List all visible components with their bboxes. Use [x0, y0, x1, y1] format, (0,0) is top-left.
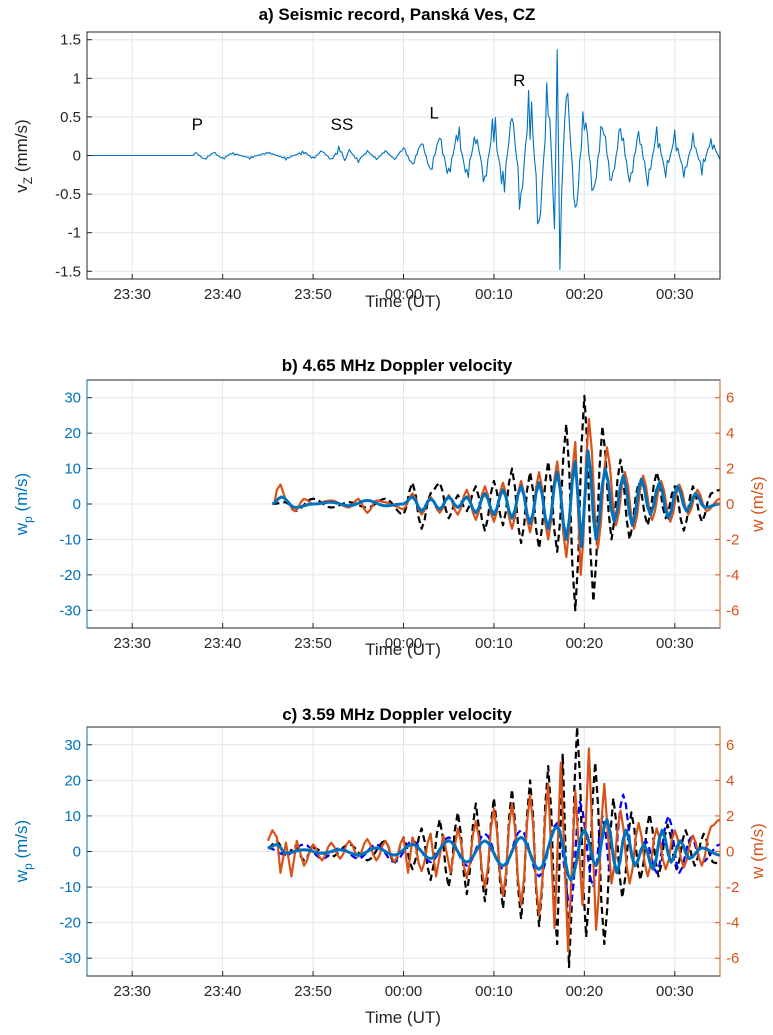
x-tick-label: 23:30	[113, 286, 151, 303]
panel-b-grid	[87, 380, 720, 628]
y-tick-label-right: 0	[726, 844, 734, 861]
x-tick-label: 23:50	[294, 286, 332, 303]
y-tick-label-left: -30	[59, 602, 81, 619]
phase-annotation: SS	[331, 115, 354, 134]
x-tick-label: 00:30	[656, 635, 694, 652]
y-tick-label-left: 30	[64, 390, 81, 407]
y-tick-label-left: -1	[68, 225, 81, 242]
y-tick-label-left: 20	[64, 772, 81, 789]
series-line-model	[267, 727, 720, 969]
panel-b-xlabel: Time (UT)	[365, 640, 441, 659]
y-tick-label-right: 0	[726, 496, 734, 513]
panel-b-doppler-4-65: b) 4.65 MHz Doppler velocity 23:30 23:40 2…	[12, 356, 767, 659]
y-tick-label-left: 10	[64, 808, 81, 825]
x-tick-label: 00:10	[475, 635, 513, 652]
y-tick-label-left: -10	[59, 879, 81, 896]
panel-b-title: b) 4.65 MHz Doppler velocity	[282, 356, 513, 375]
y-tick-label-right: -4	[726, 567, 739, 584]
x-tick-label: 00:10	[475, 983, 513, 1000]
x-tick-label: 00:30	[656, 983, 694, 1000]
panel-c-title: c) 3.59 MHz Doppler velocity	[282, 705, 512, 724]
y-tick-label-left: -0.5	[55, 186, 81, 203]
y-tick-label-left: -10	[59, 531, 81, 548]
x-tick-label: 00:00	[385, 983, 423, 1000]
x-tick-label: 00:00	[385, 286, 423, 303]
x-tick-label: 23:30	[113, 635, 151, 652]
series-line-wp	[271, 449, 720, 548]
x-tick-label: 00:20	[566, 635, 604, 652]
y-tick-label-left: 1.5	[60, 32, 81, 49]
x-tick-label: 00:20	[566, 286, 604, 303]
panel-b-ylabel-left: wp (m/s)	[12, 473, 35, 536]
y-tick-label-right: -6	[726, 602, 739, 619]
y-tick-label-right: -6	[726, 950, 739, 967]
y-tick-label-right: -4	[726, 915, 739, 932]
panel-b-series	[271, 394, 720, 612]
y-tick-label-left: 1	[73, 70, 81, 87]
panel-c-doppler-3-59: c) 3.59 MHz Doppler velocity 23:30 23:40 2…	[12, 705, 767, 1027]
y-tick-label-right: 4	[726, 772, 734, 789]
x-tick-label: 23:40	[204, 635, 242, 652]
y-tick-label-left: 30	[64, 737, 81, 754]
y-tick-label-left: 0.5	[60, 109, 81, 126]
panel-a-series	[87, 49, 720, 271]
y-tick-label-left: -30	[59, 950, 81, 967]
y-tick-label-right: 6	[726, 390, 734, 407]
panel-b-ticks: 23:30 23:40 23:50 00:00 00:10 00:20 00:30 -30 -2…	[59, 380, 739, 652]
y-tick-label-right: 4	[726, 425, 734, 442]
series-line-model	[272, 394, 720, 612]
panel-c-series	[266, 727, 720, 969]
y-tick-label-right: -2	[726, 531, 739, 548]
phase-annotation: L	[430, 103, 439, 122]
panel-b-ylabel-right: w (m/s)	[748, 476, 767, 533]
x-tick-label: 00:10	[475, 286, 513, 303]
panel-c-xlabel: Time (UT)	[365, 1008, 441, 1027]
y-tick-label-left: 0	[73, 496, 81, 513]
panel-a-xlabel: Time (UT)	[365, 292, 441, 311]
y-tick-label-left: -20	[59, 915, 81, 932]
x-tick-label: 00:30	[656, 286, 694, 303]
phase-annotation: P	[192, 115, 203, 134]
series-line-seismic	[87, 49, 720, 271]
y-tick-label-left: 0	[73, 844, 81, 861]
panel-a-ylabel: vZ (mm/s)	[12, 119, 35, 192]
panel-c-ylabel-left: wp (m/s)	[12, 820, 35, 883]
y-tick-label-left: -1.5	[55, 263, 81, 280]
series-line-wp	[267, 818, 720, 882]
y-tick-label-right: 2	[726, 808, 734, 825]
panel-a-annotations: P SS L R	[192, 71, 526, 134]
x-tick-label: 23:30	[113, 983, 151, 1000]
x-tick-label: 23:40	[204, 983, 242, 1000]
y-tick-label-left: 0	[73, 148, 81, 165]
y-tick-label-left: 10	[64, 461, 81, 478]
x-tick-label: 00:00	[385, 635, 423, 652]
y-tick-label-right: -2	[726, 879, 739, 896]
y-tick-label-left: -20	[59, 567, 81, 584]
x-tick-label: 00:20	[566, 983, 604, 1000]
panel-c-ticks: 23:30 23:40 23:50 00:00 00:10 00:20 00:30 -30 -2…	[59, 727, 739, 1000]
panel-a-seismic-record: a) Seismic record, Panská Ves, CZ P SSLR …	[12, 5, 721, 311]
phase-annotation: R	[513, 71, 525, 90]
x-tick-label: 23:50	[294, 635, 332, 652]
panel-a-ticks: 23:30 23:40 23:50 00:00 00:10 00:20 00:30 -1.5 -…	[55, 32, 693, 303]
y-tick-label-left: 20	[64, 425, 81, 442]
series-line-w	[266, 747, 720, 953]
panel-c-ylabel-right: w (m/s)	[748, 823, 767, 880]
x-tick-label: 23:50	[294, 983, 332, 1000]
y-tick-label-right: 2	[726, 461, 734, 478]
y-tick-label-right: 6	[726, 737, 734, 754]
panel-a-title: a) Seismic record, Panská Ves, CZ	[259, 5, 536, 24]
x-tick-label: 23:40	[204, 286, 242, 303]
